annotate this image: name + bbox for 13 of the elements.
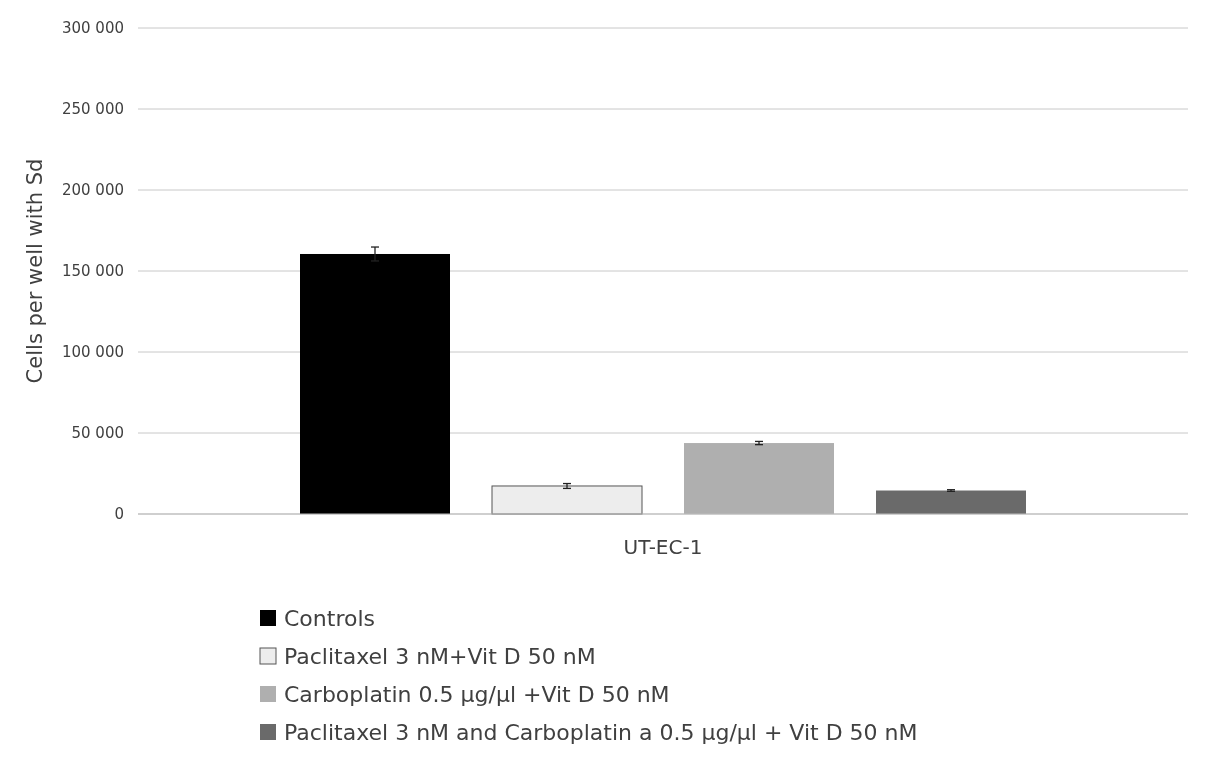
y-tick-label: 200 000: [61, 181, 124, 200]
y-tick-label: 100 000: [61, 343, 124, 362]
y-tick-label: 50 000: [71, 424, 124, 443]
legend-label: Paclitaxel 3 nM and Carboplatin a 0.5 µg/µl + Vit D 50 nM: [284, 720, 918, 745]
y-tick-label: 250 000: [61, 100, 124, 119]
y-axis-title: Cells per well with Sd: [23, 158, 47, 384]
y-tick-label: 150 000: [61, 262, 124, 281]
legend-label: Carboplatin 0.5 µg/µl +Vit D 50 nM: [284, 682, 670, 707]
legend-label: Controls: [284, 606, 375, 631]
legend-label: Paclitaxel 3 nM+Vit D 50 nM: [284, 644, 596, 669]
y-tick-label: 300 000: [61, 19, 124, 38]
x-tick-label: UT-EC-1: [623, 535, 703, 559]
y-tick-label: 0: [114, 505, 124, 524]
